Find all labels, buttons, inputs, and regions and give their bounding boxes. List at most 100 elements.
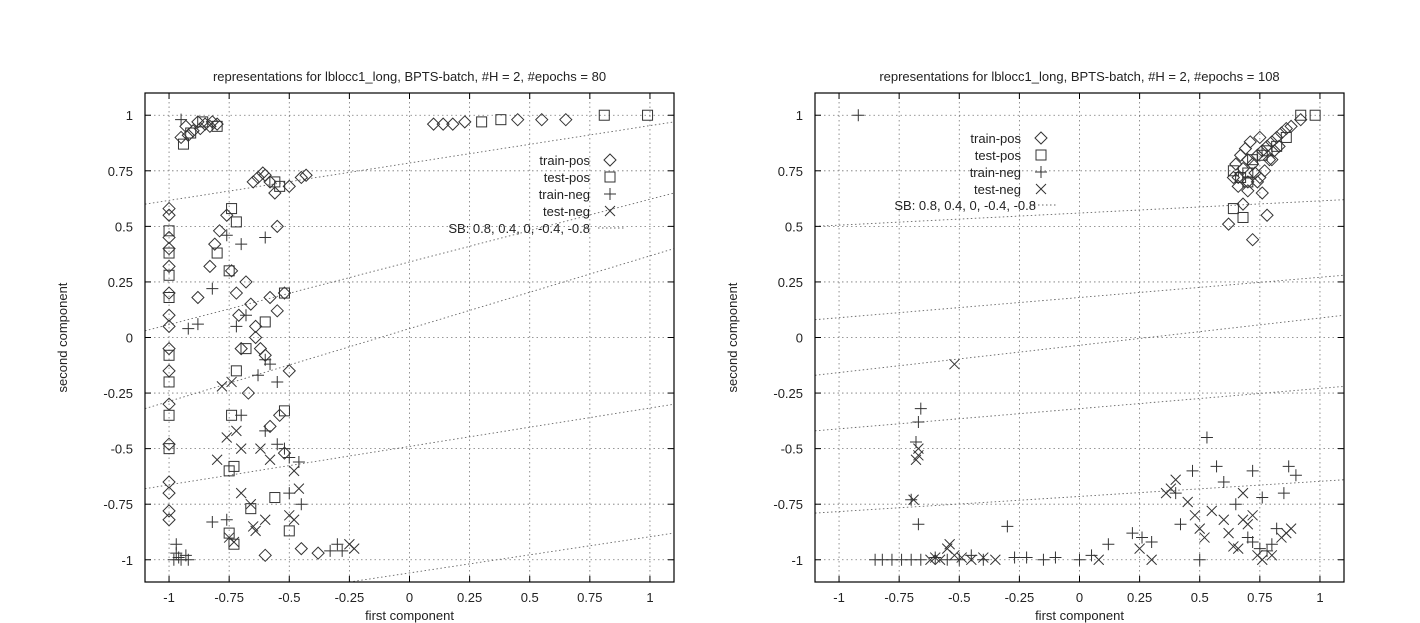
train-neg-point-5 <box>905 493 918 506</box>
train-neg-point-13 <box>941 553 954 566</box>
train-neg-point-11 <box>914 553 927 566</box>
train-neg-point-1 <box>914 402 927 415</box>
test-neg-point-19 <box>1165 483 1177 494</box>
train-pos-point-14 <box>510 112 525 127</box>
chart-title: representations for lblocc1_long, BPTS-b… <box>213 69 606 84</box>
train-pos-point-24 <box>294 170 309 185</box>
train-neg-point-37 <box>1246 535 1259 548</box>
train-pos-point-32 <box>162 286 176 300</box>
train-neg-point-5 <box>235 238 248 251</box>
x-tick-label: -1 <box>163 590 175 605</box>
train-pos-point-34 <box>162 319 176 334</box>
test-neg-point-14 <box>989 554 1001 566</box>
x-tick-label: 0 <box>1076 590 1083 605</box>
test-neg-point-12 <box>965 554 977 566</box>
train-neg-point-46 <box>1256 491 1269 504</box>
legend-label-train-pos: train-pos <box>539 153 590 168</box>
test-pos-point-17 <box>163 247 175 259</box>
separation-line-3 <box>145 403 674 490</box>
test-neg-point-25 <box>1206 505 1218 517</box>
train-pos-point-23 <box>1294 112 1308 127</box>
test-pos-point-22 <box>163 409 175 421</box>
train-pos-point-57 <box>253 341 268 356</box>
train-neg-point-45 <box>1246 464 1259 477</box>
test-pos-point-31 <box>245 503 257 515</box>
train-pos-point-3 <box>191 115 205 129</box>
legend-label-test-pos: test-pos <box>975 148 1022 163</box>
y-tick-label: 0 <box>126 331 133 346</box>
separation-legend-label: SB: 0.8, 0.4, 0, -0.4, -0.8 <box>448 221 590 236</box>
legend-label-train-neg: train-neg <box>970 165 1021 180</box>
train-pos-point-39 <box>162 475 176 489</box>
x-tick-label: 0.5 <box>1191 590 1209 605</box>
train-pos-point-63 <box>272 408 287 423</box>
train-pos-point-45 <box>208 237 222 251</box>
test-neg-point-24 <box>1199 532 1210 543</box>
test-pos-point-23 <box>163 443 175 455</box>
train-pos-point-17 <box>246 175 260 189</box>
test-pos-point-2 <box>197 116 209 128</box>
train-neg-point-8 <box>230 320 243 333</box>
train-neg-point-3 <box>206 282 219 295</box>
separation-line-2 <box>815 314 1344 376</box>
train-pos-point-10 <box>1279 121 1293 136</box>
test-neg-point-16 <box>250 525 261 537</box>
train-pos-point-0 <box>174 130 188 145</box>
series-train-pos <box>162 112 573 563</box>
train-neg-point-22 <box>295 498 308 511</box>
test-pos-point-12 <box>1242 176 1254 188</box>
test-pos-point-9 <box>1309 109 1321 121</box>
test-neg-point-9 <box>293 483 305 494</box>
train-neg-point-13 <box>235 409 248 422</box>
train-neg-point-33 <box>1193 553 1206 566</box>
y-axis-label: second component <box>55 282 70 392</box>
train-neg-point-30 <box>1186 464 1199 477</box>
test-neg-point-34 <box>1266 549 1278 561</box>
y-tick-label: -0.25 <box>103 386 133 401</box>
y-tick-label: 0.5 <box>115 219 133 234</box>
test-pos-point-2 <box>1242 167 1254 179</box>
test-pos-point-6 <box>598 109 610 121</box>
train-neg-point-12 <box>271 375 284 388</box>
train-pos-point-28 <box>162 208 176 222</box>
train-neg-point-22 <box>1073 553 1086 566</box>
test-neg-point-11 <box>245 498 257 510</box>
legend-marker-train-neg <box>1035 166 1047 178</box>
train-neg-point-4 <box>912 518 925 531</box>
test-neg-point-10 <box>934 554 946 566</box>
train-pos-point-68 <box>277 446 292 460</box>
test-neg-point-18 <box>228 536 240 548</box>
train-pos-point-7 <box>210 117 224 131</box>
test-pos-point-26 <box>226 409 238 421</box>
y-tick-label: 0.5 <box>785 219 803 234</box>
train-pos-point-61 <box>277 286 292 300</box>
legend-marker-test-neg <box>1035 183 1047 195</box>
train-neg-point-17 <box>283 451 296 464</box>
train-neg-point-44 <box>1289 469 1302 482</box>
train-pos-point-33 <box>162 308 176 322</box>
train-pos-point-46 <box>212 224 227 238</box>
test-neg-point-3 <box>221 432 233 443</box>
y-tick-label: 0.75 <box>778 164 803 179</box>
test-pos-point-9 <box>274 180 286 192</box>
y-tick-label: 0.25 <box>778 275 803 290</box>
y-tick-label: -0.75 <box>103 497 133 512</box>
test-neg-point-20 <box>1170 474 1182 486</box>
test-pos-point-4 <box>476 116 488 128</box>
train-neg-point-6 <box>259 231 272 244</box>
test-pos-point-24 <box>230 365 242 377</box>
x-tick-label: 0.75 <box>1247 590 1272 605</box>
test-pos-point-15 <box>259 316 271 328</box>
train-pos-point-40 <box>162 486 176 500</box>
train-pos-point-65 <box>311 546 325 560</box>
train-neg-point-17 <box>1001 520 1014 533</box>
chart-panel-2: -1 -0.75 -0.5 -0.25 0 0.25 0.5 0.75 1 -1 -0.75 -0.5… <box>725 69 1345 623</box>
test-neg-point-39 <box>1237 487 1249 499</box>
test-pos-point-30 <box>269 492 281 504</box>
x-tick-label: -0.25 <box>1005 590 1035 605</box>
test-neg-point-7 <box>949 549 960 561</box>
train-neg-point-11 <box>264 358 277 371</box>
train-neg-point-24 <box>1102 538 1115 551</box>
test-neg-point-8 <box>288 465 300 477</box>
train-pos-point-10 <box>426 117 441 131</box>
